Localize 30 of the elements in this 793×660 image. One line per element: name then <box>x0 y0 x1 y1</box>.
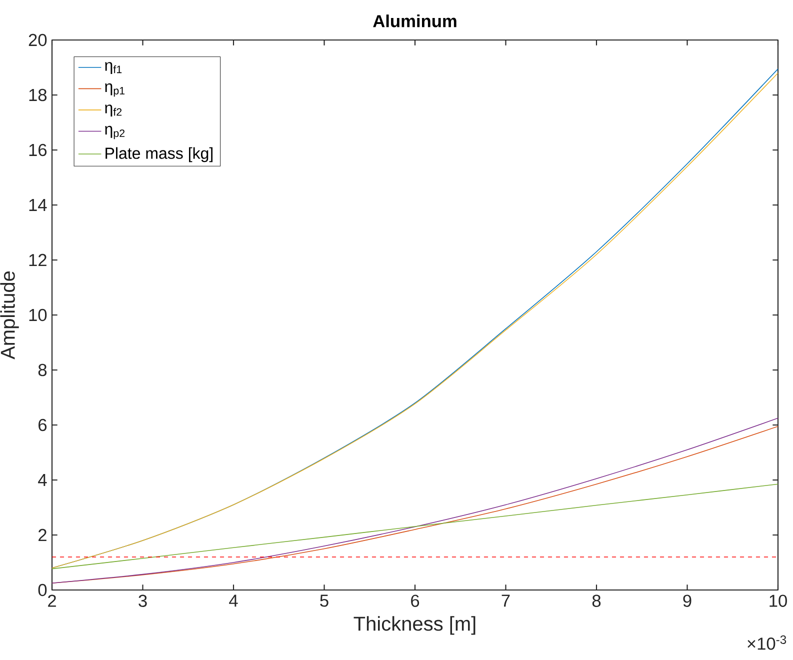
x-tick-label: 5 <box>320 594 328 607</box>
legend-label: Plate mass [kg] <box>106 147 212 162</box>
y-axis-title: Amplitude <box>0 271 19 360</box>
chart-title: Aluminum <box>373 14 456 28</box>
y-tick-label: 20 <box>28 34 47 46</box>
x-axis-title: Thickness [m] <box>354 616 476 635</box>
y-tick-label: 8 <box>38 364 47 376</box>
text: ×10$^{-3}$ <box>748 635 786 650</box>
legend-label: η$_{p2}$ <box>105 126 125 140</box>
y-tick-label: 4 <box>38 474 47 486</box>
y-tick-label: 10 <box>29 308 47 322</box>
x-tick-label: 10 <box>770 594 787 607</box>
legend-label: η$_{p1}$ <box>105 83 125 97</box>
y-tick-label: 0 <box>38 584 47 596</box>
x-tick-label: 3 <box>138 594 147 607</box>
y-tick-label: 16 <box>29 144 47 156</box>
legend-label: η$_{f1}$ <box>105 62 122 74</box>
y-tick-label: 6 <box>38 418 47 432</box>
y-tick-label: 2 <box>38 528 46 542</box>
y-tick-label: 18 <box>29 88 47 102</box>
x-tick-label: 7 <box>502 594 510 607</box>
y-tick-label: 12 <box>29 254 46 266</box>
x-tick-label: 8 <box>592 594 601 607</box>
x-tick-label: 2 <box>48 594 56 607</box>
x-tick-label: 4 <box>229 594 238 607</box>
line-series <box>52 484 778 570</box>
legend-label: η$_{f2}$ <box>105 104 122 117</box>
x-tick-label: 6 <box>411 594 420 607</box>
y-tick-label: 14 <box>29 199 47 211</box>
x-tick-label: 9 <box>683 594 692 607</box>
